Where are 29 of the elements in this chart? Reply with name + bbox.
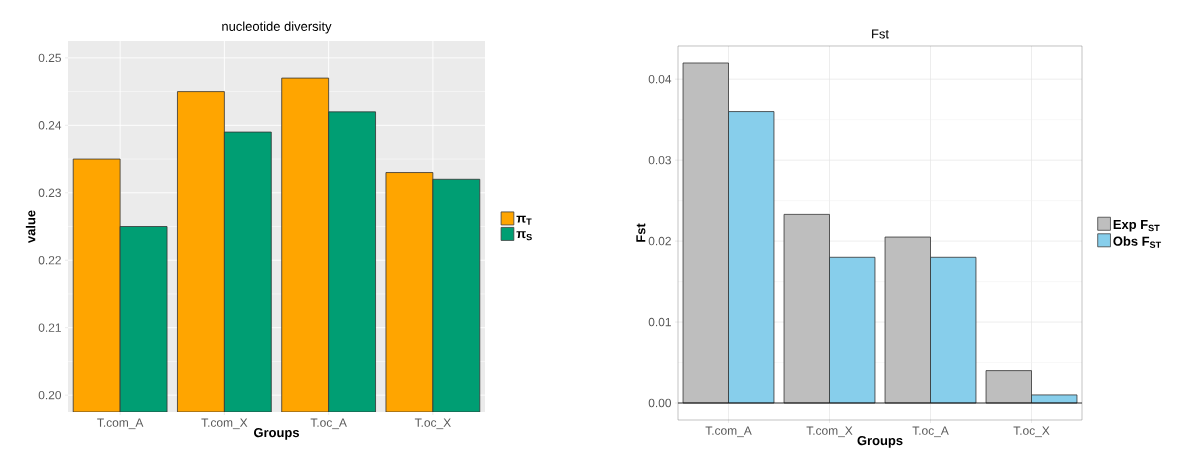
y-tick-label: 0.21 (38, 323, 61, 332)
x-tick-label: T.com_X (806, 426, 853, 438)
x-axis-title: Groups (254, 427, 299, 440)
x-tick-label: T.oc_A (310, 418, 347, 430)
y-tick-label: 0.23 (38, 188, 61, 197)
y-tick-label: 0.20 (38, 390, 62, 400)
y-tick-label: 0.04 (648, 74, 672, 84)
x-axis-title: Groups (857, 435, 903, 448)
y-axis-title: value (25, 210, 36, 244)
x-tick-label: T.oc_A (912, 426, 949, 438)
y-axis-title: Fst (636, 223, 646, 242)
chart-title: nucleotide diversity (222, 21, 332, 34)
legend-label: π$_{S}$ (516, 231, 532, 241)
y-tick-label: 0.25 (38, 53, 61, 63)
x-tick-label: T.com_A (97, 418, 144, 430)
y-tick-label: 0.01 (648, 317, 671, 327)
legend-label: Obs F$_{ST}$ (1113, 236, 1162, 248)
x-tick-label: T.com_X (201, 418, 248, 430)
x-tick-label: T.com_A (705, 426, 752, 438)
legend-label: π$_{T}$ (516, 215, 532, 225)
x-tick-label: T.oc_X (1013, 426, 1050, 438)
y-tick-label: 0.02 (648, 236, 671, 246)
y-tick-label: 0.24 (38, 121, 62, 130)
x-tick-label: T.oc_X (414, 418, 451, 430)
y-tick-label: 0.03 (648, 155, 671, 165)
y-tick-label: 0.22 (38, 256, 61, 265)
chart-title: Fst (872, 29, 889, 39)
y-tick-label: 0.00 (648, 398, 672, 408)
legend-label: Exp F$_{ST}$ (1113, 219, 1160, 232)
